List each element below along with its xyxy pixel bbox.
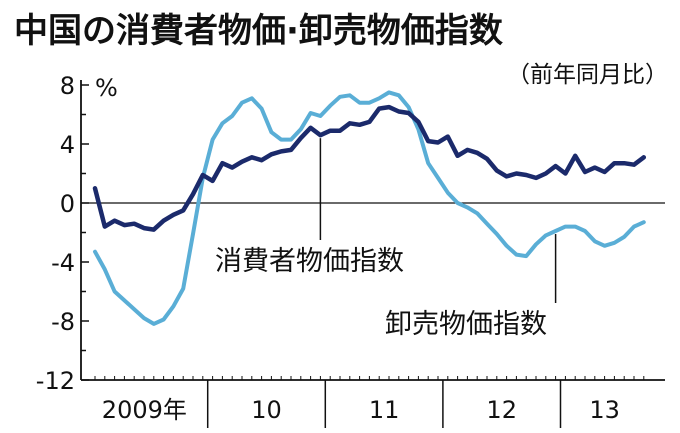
data-series: [92, 90, 647, 326]
annotation-leaders: [319, 138, 557, 303]
x-year-label: 11: [369, 396, 400, 424]
x-year-label: 2009年: [102, 396, 187, 424]
axes: [80, 80, 665, 428]
ppi-line: [93, 90, 646, 326]
y-axis-ticks: 8 4 0 -4 -8 -12: [36, 72, 75, 395]
chart-title: 中国の消費者物価·卸売物価指数: [14, 11, 503, 51]
x-year-label: 13: [589, 396, 620, 424]
y-tick-label: -8: [51, 308, 75, 336]
x-year-label: 10: [251, 396, 282, 424]
y-tick-label: 4: [60, 131, 75, 159]
x-year-label: 12: [486, 396, 517, 424]
cpi-annotation: 消費者物価指数: [215, 246, 404, 277]
cpi-line: [92, 104, 647, 232]
x-axis-labels: 2009年 10 11 12 13: [102, 396, 620, 424]
y-tick-label: -4: [51, 249, 75, 277]
y-tick-label: -12: [36, 367, 75, 395]
y-tick-label: 0: [60, 190, 75, 218]
chart-subtitle: （前年同月比）: [507, 62, 668, 88]
y-tick-label: 8: [60, 72, 75, 100]
y-axis-unit: %: [95, 74, 118, 102]
ppi-annotation: 卸売物価指数: [385, 309, 547, 340]
